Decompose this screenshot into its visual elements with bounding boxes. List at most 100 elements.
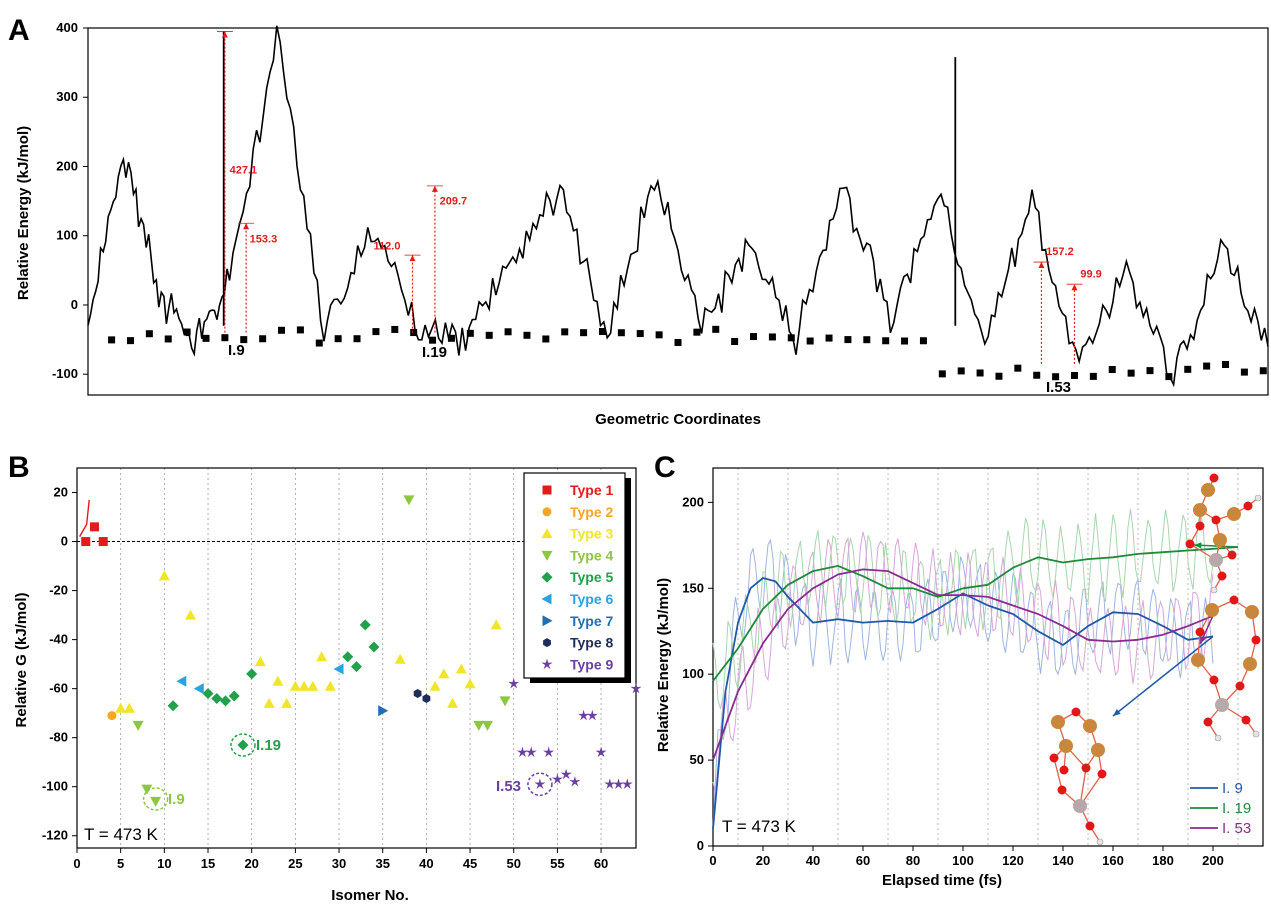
panel-b-point-type-9: [578, 709, 590, 721]
panel-b-point-type-3: [455, 663, 467, 674]
panel-b-xtick-label: 35: [375, 856, 389, 871]
panel-a-minimum-marker: [561, 328, 569, 336]
panel-c-xtick-label: 40: [806, 853, 820, 868]
panel-b-point-type-6: [193, 683, 204, 695]
panel-b-point-type-6: [333, 663, 344, 675]
panel-a-minimum-marker: [1146, 367, 1154, 375]
panel-letter-a: A: [8, 14, 30, 47]
panel-b-point-type-8: [422, 694, 431, 703]
legend-box: [523, 472, 626, 679]
panel-a-minimum-marker: [1052, 373, 1060, 381]
panel-a-minimum-marker: [919, 337, 927, 345]
panel-a-minimum-marker: [202, 334, 210, 342]
panel-a-minimum-marker: [1240, 368, 1248, 376]
panel-a-minimum-marker: [957, 367, 965, 375]
panel-c-ytick-label: 200: [682, 494, 704, 509]
atom-cu: [1213, 533, 1227, 547]
panel-a-minimum-marker: [447, 334, 455, 342]
panel-a-minimum-marker: [278, 326, 286, 334]
atom-cu: [1205, 603, 1219, 617]
atom-cu: [1201, 483, 1215, 497]
panel-c-xtick-label: 140: [1052, 853, 1074, 868]
legend-marker-type-6: [541, 593, 552, 605]
panel-b-ticks: 0 5 10 15 20 25 30 35 40 45 50 55 60 -120 -100 -80 -60 -4…: [42, 485, 608, 871]
panel-b-point-type-5: [211, 692, 223, 704]
atom-o: [1235, 681, 1245, 691]
panel-c-raw-i-19: [712, 508, 1214, 709]
panel-b-point-type-5: [359, 619, 371, 631]
atom-o: [1097, 769, 1107, 779]
panel-c-xtick-label: 160: [1102, 853, 1124, 868]
panel-a-energy-line: [87, 25, 1269, 388]
panel-a-arrowhead: [1038, 262, 1045, 269]
panel-b-xtick-label: 40: [419, 856, 433, 871]
panel-a-minimum-marker: [901, 337, 909, 345]
panel-c-xtick-label: 100: [952, 853, 974, 868]
panel-b-legend: Type 1 Type 2 Type 3 Type 4 Type 5 Type 6 Type…: [523, 472, 631, 683]
atom-o: [1085, 821, 1095, 831]
panel-a-minimum-marker: [674, 338, 682, 346]
atom-al: [1209, 553, 1223, 567]
legend-label-type-1: Type 1: [570, 482, 614, 498]
panel-a-minimum-marker: [466, 329, 474, 337]
panel-c-structure-arrowhead: [1200, 636, 1206, 644]
panel-a-ytick-label: 400: [56, 20, 78, 35]
atom-o: [1195, 627, 1205, 637]
panel-b-point-type-9: [621, 778, 633, 789]
panel-a-minimum-marker: [825, 334, 833, 342]
panel-b-xtick-label: 55: [550, 856, 564, 871]
panel-b-point-type-3: [429, 680, 441, 691]
panel-b-point-type-5: [228, 690, 240, 702]
panel-b-xtick-label: 25: [288, 856, 302, 871]
panel-a-minimum-marker: [787, 334, 795, 342]
panel-b-xtick-label: 30: [332, 856, 346, 871]
legend-marker-type-1: [542, 485, 552, 495]
panel-a-barrier-label: 153.3: [250, 234, 278, 246]
legend-label-type-6: Type 6: [570, 591, 614, 607]
panel-c-ytick-label: 0: [697, 838, 704, 853]
panel-a-minimum-marker: [221, 334, 229, 342]
panel-b-point-type-5: [342, 651, 354, 663]
panel-c-ytick-label: 150: [682, 580, 704, 595]
atom-h: [1254, 494, 1262, 502]
panel-b-point-type-3: [281, 697, 293, 708]
panel-c-line-i-9: [712, 577, 1214, 829]
panel-b-point-type-4: [403, 495, 415, 506]
panel-a-barrier-label: 99.9: [1080, 268, 1101, 280]
panel-c-legend-label: I. 53: [1222, 820, 1251, 837]
panel-a-minimum-marker: [617, 329, 625, 337]
atom-h: [1096, 838, 1104, 846]
panel-b-xtick-label: 0: [73, 856, 80, 871]
atom-o: [1251, 635, 1261, 645]
legend-marker-type-3: [541, 528, 553, 539]
panel-a-minimum-marker: [164, 335, 172, 343]
panel-b-point-type-1: [81, 537, 91, 547]
panel-b-point-type-3: [316, 651, 328, 662]
legend-label-type-7: Type 7: [570, 613, 614, 629]
panel-b-plot-frame: [76, 467, 637, 849]
panel-a-y-ticks: -100 0 100 200 300 400: [52, 20, 88, 381]
panel-b-isomer-label-i53: I.53: [496, 778, 521, 795]
panel-a-ytick-label: 300: [56, 89, 78, 104]
panel-c-structure-arrowhead: [1194, 542, 1202, 549]
panel-c: C Relative Energy (kJ/mol) Elapsed time …: [654, 451, 1264, 889]
legend-label-type-8: Type 8: [570, 635, 614, 651]
panel-b-point-type-4: [473, 720, 485, 731]
panel-b-point-type-4: [141, 784, 153, 795]
atom-cu: [1245, 605, 1259, 619]
panel-b-xtick-label: 50: [506, 856, 520, 871]
panel-b-point-type-4: [482, 720, 494, 731]
panel-a-minimum-marker: [1165, 373, 1173, 381]
panel-b-xtick-label: 45: [463, 856, 477, 871]
panel-a-minimum-marker: [410, 329, 418, 337]
panel-b-point-type-2: [107, 711, 117, 721]
panel-a-minimum-marker: [938, 370, 946, 378]
panel-b-point-type-3: [438, 668, 450, 679]
panel-b-point-type-3: [289, 680, 301, 691]
atom-h: [1214, 734, 1222, 742]
panel-b-point-type-7: [378, 705, 389, 717]
panel-b-point-type-5: [368, 641, 380, 653]
panel-b-point-type-9: [525, 746, 537, 758]
panel-a-minimum-marker: [1070, 371, 1078, 379]
